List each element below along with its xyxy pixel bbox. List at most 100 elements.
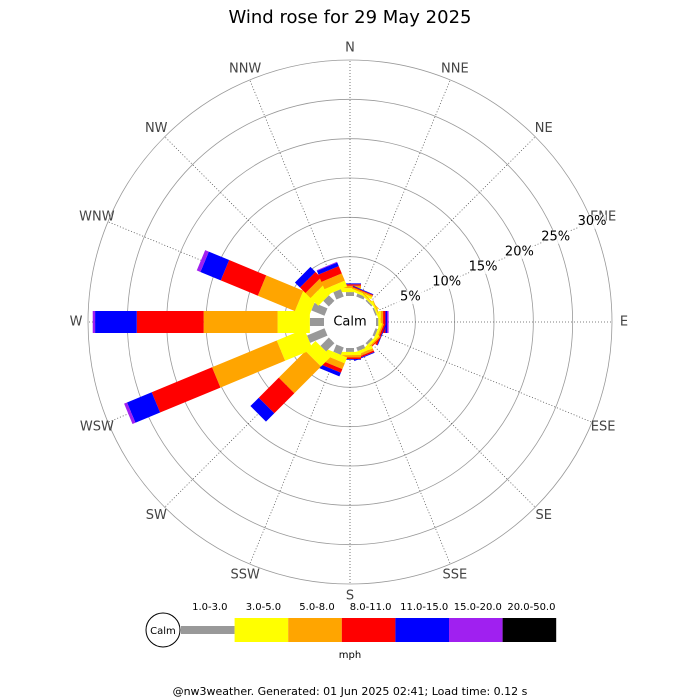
calm-circle	[326, 298, 374, 346]
legend-swatch	[502, 618, 557, 642]
tick-label-bg	[578, 214, 607, 229]
bar-segment	[220, 260, 267, 296]
bar-segment	[257, 275, 304, 312]
bar-segment	[311, 302, 328, 316]
legend-calm	[145, 612, 181, 648]
bar-segment	[250, 397, 275, 422]
bar-segment	[276, 329, 313, 361]
bar-segment	[323, 295, 335, 307]
direction-label: WNW	[79, 210, 115, 225]
bar-segment	[200, 251, 230, 281]
r-tick-label: 20%	[505, 244, 534, 259]
bar-segment	[339, 351, 361, 356]
bar-segment	[362, 334, 380, 352]
direction-label: SSE	[442, 568, 467, 583]
legend-swatch	[341, 618, 396, 642]
bar-segment	[352, 285, 374, 295]
legend-calm-label: Calm	[150, 626, 176, 637]
bar-segment	[318, 266, 342, 282]
legend-swatch	[395, 618, 449, 642]
direction-label: SSW	[230, 568, 260, 583]
direction-label: E	[620, 315, 628, 330]
calm-label: Calm	[333, 315, 366, 330]
bar-segment	[365, 299, 373, 307]
bar-segment	[316, 261, 338, 271]
direction-label: NNE	[441, 61, 469, 76]
bar-segment	[278, 350, 322, 394]
bar-segment	[126, 392, 161, 423]
bar-segment	[305, 277, 327, 299]
bar-segment	[95, 311, 137, 333]
tick-label-bg	[505, 244, 534, 259]
bar-segment	[365, 337, 373, 345]
direction-label: WSW	[80, 419, 114, 434]
bar-segment	[277, 311, 310, 333]
spoke	[249, 345, 341, 565]
legend-label: 20.0-50.0	[507, 602, 555, 613]
r-tick-label: 30%	[578, 214, 607, 229]
legend-swatch	[449, 618, 503, 642]
bar-segment	[387, 311, 389, 333]
footer: @nw3weather. Generated: 01 Jun 2025 02:4…	[173, 685, 528, 698]
spoke	[359, 345, 451, 565]
legend-label: 5.0-8.0	[299, 602, 334, 613]
direction-label: NE	[535, 121, 553, 136]
bar-segment	[294, 266, 316, 288]
bar-segment	[321, 273, 345, 290]
direction-label: SW	[146, 508, 167, 523]
bar-segment	[377, 324, 387, 346]
bar-segment	[352, 286, 374, 296]
bar-segment	[258, 377, 295, 414]
direction-label: NW	[145, 121, 168, 136]
bar-segment	[316, 262, 339, 275]
legend-swatch	[288, 618, 342, 642]
bar-segment	[320, 337, 335, 352]
bar-segment	[124, 402, 136, 424]
direction-label: N	[345, 41, 355, 56]
bar-segment	[151, 367, 221, 413]
bar-segment	[333, 289, 344, 300]
bar-segment	[356, 293, 365, 300]
bar-segment	[320, 360, 343, 373]
direction-label: SE	[536, 508, 552, 523]
bar-segment	[372, 328, 378, 337]
bar-segment	[372, 307, 378, 316]
direction-label: S	[346, 589, 354, 604]
bar-segment	[309, 318, 324, 326]
legend-label: 3.0-5.0	[246, 602, 281, 613]
bar-segment	[319, 364, 341, 377]
bar-segment	[346, 292, 354, 296]
bar-segment	[385, 311, 388, 333]
spoke	[249, 79, 341, 299]
legend-label: 11.0-15.0	[400, 602, 448, 613]
bar-segment	[324, 349, 348, 364]
r-tick-label: 10%	[432, 274, 461, 289]
tick-label-bg	[469, 259, 498, 274]
bar-segment	[324, 280, 348, 295]
legend-swatch	[234, 618, 289, 642]
direction-label: W	[70, 315, 83, 330]
legend-label: 15.0-20.0	[454, 602, 502, 613]
bar-segment	[346, 348, 354, 352]
r-tick-label: 5%	[400, 289, 421, 304]
tick-label-bg	[432, 274, 461, 289]
bar-segment	[212, 340, 286, 388]
direction-label: NNW	[229, 61, 261, 76]
direction-label: ESE	[591, 419, 616, 434]
tick-label-bg	[396, 289, 425, 304]
bar-segment	[351, 287, 373, 298]
legend-label: 1.0-3.0	[192, 602, 227, 613]
unit-label: mph	[339, 650, 361, 661]
spoke	[368, 136, 536, 304]
bar-segment	[356, 344, 366, 352]
bar-segment	[299, 271, 322, 294]
bar-segment	[376, 318, 379, 326]
legend-label: 8.0-11.0	[350, 602, 392, 613]
bar-segment	[92, 311, 96, 333]
legend-swatch	[181, 626, 235, 634]
bar-segment	[203, 311, 278, 333]
bar-segment	[196, 250, 209, 272]
grid-ring	[87, 59, 613, 585]
spoke	[368, 340, 536, 508]
